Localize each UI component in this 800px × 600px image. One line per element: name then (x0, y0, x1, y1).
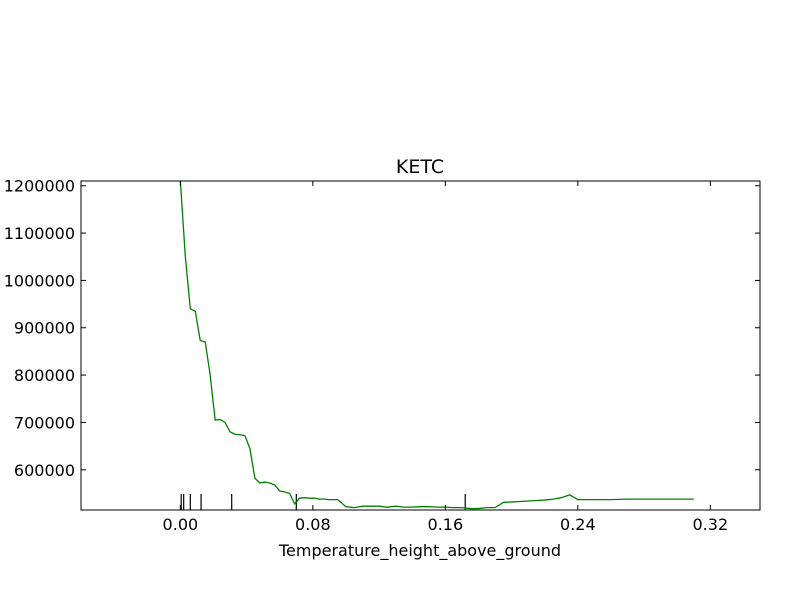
plot-frame (80, 180, 761, 511)
rug-marks (180, 494, 466, 510)
x-tick-label: 0.08 (295, 515, 331, 534)
y-axis-ticks: 600000 700000 800000 900000 1000000 1100000 12… (4, 177, 760, 480)
y-tick-label: 800000 (14, 366, 75, 385)
y-tick-label: 700000 (14, 413, 75, 432)
x-tick-label: 0.24 (560, 515, 596, 534)
y-tick-label: 1200000 (4, 177, 75, 196)
x-axis-label: Temperature_height_above_ground (278, 541, 561, 561)
x-tick-label: 0.16 (428, 515, 464, 534)
y-tick-label: 900000 (14, 319, 75, 338)
chart-title: KETC (396, 156, 444, 178)
x-axis-ticks: 0.00 0.08 0.16 0.24 0.32 (163, 181, 729, 534)
y-tick-label: 1000000 (4, 271, 75, 290)
y-tick-label: 600000 (14, 461, 75, 480)
series-group (179, 181, 694, 510)
x-tick-label: 0.32 (693, 515, 729, 534)
x-tick-label: 0.00 (163, 515, 199, 534)
y-tick-label: 1100000 (4, 224, 75, 243)
plot-area (80, 180, 761, 511)
series-line (179, 181, 694, 510)
